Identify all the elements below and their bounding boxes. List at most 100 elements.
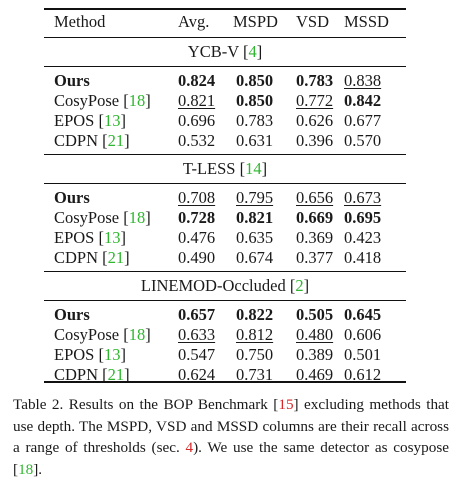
- section-rule: [44, 66, 406, 67]
- row-vsd-value: 0.772: [296, 91, 334, 110]
- row-method: EPOS [13]: [54, 111, 126, 130]
- row-vsd-value: 0.626: [296, 111, 334, 130]
- row-method: CosyPose [18]: [54, 208, 151, 227]
- row-avg-value: 0.476: [178, 228, 216, 247]
- row-method: CosyPose [18]: [54, 91, 151, 110]
- row-vsd-value: 0.377: [296, 248, 334, 267]
- row-vsd-value: 0.480: [296, 325, 334, 344]
- section-title: YCB-V [4]: [187, 42, 263, 61]
- table-header-row: Method Avg. MSPD VSD MSSD: [44, 11, 406, 33]
- row-mssd-value: 0.423: [344, 228, 382, 247]
- caption-text-3: ). We use the same detector as cosypose …: [13, 439, 449, 478]
- row-avg-value: 0.821: [178, 91, 216, 110]
- row-mspd-value: 0.674: [236, 248, 274, 267]
- row-avg-value: 0.624: [178, 365, 216, 384]
- section-separator-rule: [44, 154, 406, 155]
- row-method: Ours: [54, 187, 90, 209]
- section-citation-link[interactable]: 4: [248, 42, 257, 61]
- method-citation-link[interactable]: 21: [107, 365, 125, 384]
- caption-citation-link[interactable]: 15: [278, 396, 294, 413]
- section-citation-link[interactable]: 2: [295, 276, 304, 295]
- row-mspd-value: 0.635: [236, 228, 274, 247]
- row-method: EPOS [13]: [54, 345, 126, 364]
- section-title: LINEMOD-Occluded [2]: [140, 276, 310, 295]
- row-mssd-value: 0.645: [344, 305, 382, 324]
- row-avg-value: 0.633: [178, 325, 216, 344]
- table-row: CosyPose [18] 0.633 0.812 0.480 0.606: [44, 324, 406, 346]
- method-name: CDPN: [54, 248, 99, 267]
- row-avg-value: 0.532: [178, 131, 216, 150]
- method-name: Ours: [54, 71, 90, 90]
- table-bottom-rule: [44, 381, 406, 383]
- row-mspd-value: 0.631: [236, 131, 274, 150]
- row-mspd-value: 0.821: [236, 208, 274, 227]
- table-top-rule: [44, 8, 406, 10]
- method-name: CosyPose: [54, 208, 120, 227]
- table-row: Ours 0.708 0.795 0.656 0.673: [44, 187, 406, 209]
- row-vsd-value: 0.396: [296, 131, 334, 150]
- section-title: T-LESS [14]: [182, 159, 268, 178]
- table-row: Ours 0.824 0.850 0.783 0.838: [44, 70, 406, 92]
- caption-text-2: ] excluding methods that use depth. The …: [13, 396, 449, 456]
- table-row: CDPN [21] 0.532 0.631 0.396 0.570: [44, 130, 406, 152]
- table-row: EPOS [13] 0.547 0.750 0.389 0.501: [44, 344, 406, 366]
- method-citation-link[interactable]: 13: [103, 345, 121, 364]
- row-mssd-value: 0.570: [344, 131, 382, 150]
- method-name: Ours: [54, 305, 90, 324]
- table-row: Ours 0.657 0.822 0.505 0.645: [44, 304, 406, 326]
- header-mspd: MSPD: [233, 12, 278, 31]
- method-citation-link[interactable]: 21: [107, 248, 125, 267]
- table-row: CDPN [21] 0.624 0.731 0.469 0.612: [44, 364, 406, 386]
- method-name: CosyPose: [54, 325, 120, 344]
- caption-text-1: Table 2. Results on the BOP Benchmark [: [13, 396, 279, 413]
- row-vsd-value: 0.783: [296, 71, 334, 90]
- row-method: Ours: [54, 70, 90, 92]
- row-mspd-value: 0.850: [236, 71, 274, 90]
- row-mssd-value: 0.842: [344, 91, 382, 110]
- row-avg-value: 0.657: [178, 305, 216, 324]
- section-separator-rule: [44, 271, 406, 272]
- row-mspd-value: 0.850: [236, 91, 274, 110]
- method-name: CosyPose: [54, 91, 120, 110]
- section-name: T-LESS: [182, 159, 236, 178]
- table-row: EPOS [13] 0.476 0.635 0.369 0.423: [44, 227, 406, 249]
- method-citation-link[interactable]: 18: [128, 325, 146, 344]
- section-rule: [44, 183, 406, 184]
- section-name: YCB-V: [187, 42, 239, 61]
- row-mspd-value: 0.795: [236, 188, 274, 207]
- method-name: EPOS: [54, 228, 95, 247]
- method-citation-link[interactable]: 21: [107, 131, 125, 150]
- table-row: CosyPose [18] 0.821 0.850 0.772 0.842: [44, 90, 406, 112]
- row-mssd-value: 0.673: [344, 188, 382, 207]
- method-citation-link[interactable]: 18: [128, 91, 146, 110]
- section-rule: [44, 300, 406, 301]
- section-citation-link[interactable]: 14: [245, 159, 262, 178]
- row-mssd-value: 0.612: [344, 365, 382, 384]
- row-mssd-value: 0.418: [344, 248, 382, 267]
- method-name: EPOS: [54, 345, 95, 364]
- row-vsd-value: 0.369: [296, 228, 334, 247]
- row-method: CosyPose [18]: [54, 325, 151, 344]
- header-vsd: VSD: [296, 12, 330, 31]
- row-vsd-value: 0.669: [296, 208, 334, 227]
- method-citation-link[interactable]: 18: [128, 208, 146, 227]
- row-mssd-value: 0.606: [344, 325, 382, 344]
- method-citation-link[interactable]: 13: [103, 228, 121, 247]
- row-vsd-value: 0.389: [296, 345, 334, 364]
- table-row: CDPN [21] 0.490 0.674 0.377 0.418: [44, 247, 406, 269]
- header-rule: [44, 37, 406, 38]
- row-avg-value: 0.824: [178, 71, 216, 90]
- table-row: CosyPose [18] 0.728 0.821 0.669 0.695: [44, 207, 406, 229]
- row-mssd-value: 0.695: [344, 208, 382, 227]
- row-mssd-value: 0.677: [344, 111, 382, 130]
- method-name: Ours: [54, 188, 90, 207]
- method-citation-link[interactable]: 13: [103, 111, 121, 130]
- row-mssd-value: 0.501: [344, 345, 382, 364]
- method-name: EPOS: [54, 111, 95, 130]
- section-name: LINEMOD-Occluded: [140, 276, 286, 295]
- caption-section-link[interactable]: 4: [185, 439, 194, 456]
- row-mspd-value: 0.812: [236, 325, 274, 344]
- caption-citation-link[interactable]: 18: [18, 460, 34, 478]
- row-vsd-value: 0.505: [296, 305, 334, 324]
- row-vsd-value: 0.469: [296, 365, 334, 384]
